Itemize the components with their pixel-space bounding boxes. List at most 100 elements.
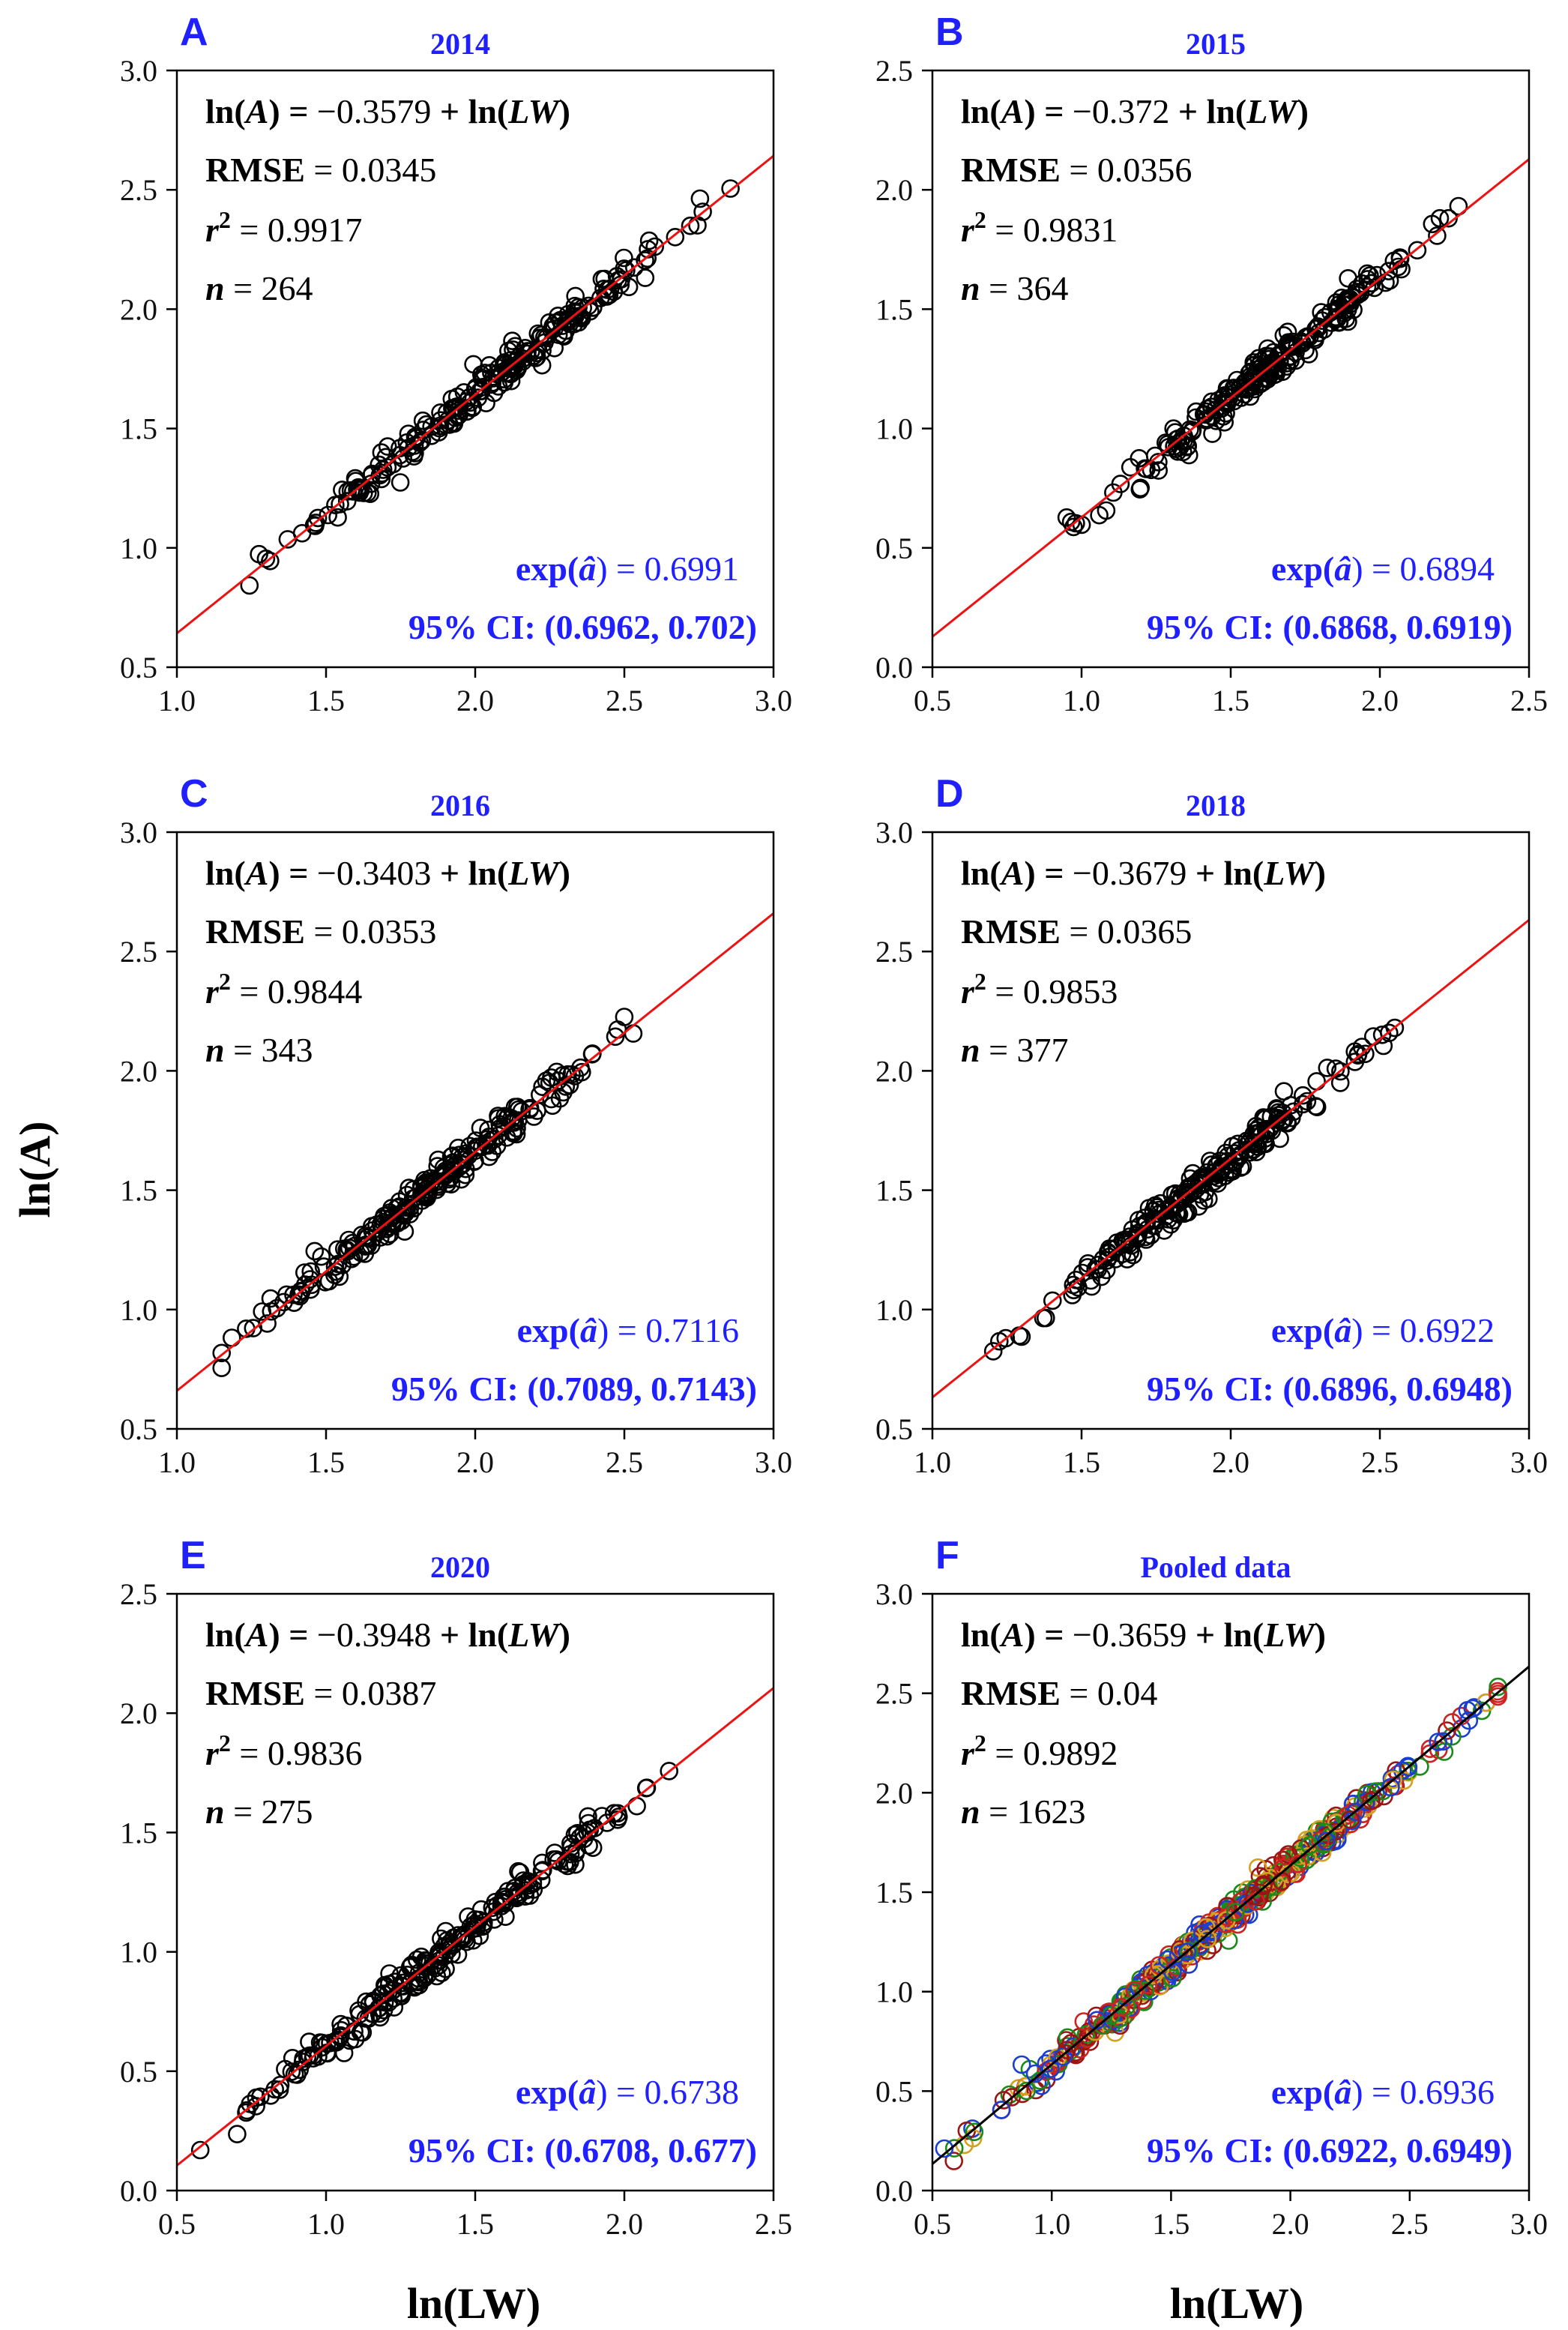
y-axis-title: ln(A) [10, 1122, 59, 1218]
equation-text: ln(A) = −0.3948 + ln(LW) [205, 1616, 570, 1654]
x-tick-label: 3.0 [1510, 2207, 1548, 2241]
data-point [1013, 2084, 1032, 2104]
fit-line [177, 912, 774, 1392]
y-tick-label: 1.5 [875, 1174, 913, 1208]
data-point [567, 1840, 586, 1860]
y-tick-label: 2.5 [120, 173, 157, 207]
y-tick-label: 2.0 [120, 1697, 157, 1730]
y-tick-label: 3.0 [875, 816, 913, 849]
n-text: n = 343 [205, 1031, 313, 1069]
data-point [639, 231, 659, 250]
data-point [244, 1319, 263, 1337]
ci-text: 95% CI: (0.6962, 0.702) [408, 608, 757, 646]
exp-a-text: exp(â) = 0.6991 [516, 550, 739, 588]
data-point [1384, 1770, 1402, 1789]
data-point [212, 1358, 232, 1377]
data-point [292, 523, 312, 543]
data-point [583, 1044, 602, 1063]
data-point [212, 1343, 232, 1363]
data-point [1082, 1277, 1101, 1296]
exp-a-text: exp(â) = 0.6922 [1271, 1311, 1495, 1349]
equation-text: ln(A) = −0.372 + ln(LW) [961, 92, 1309, 130]
data-point [450, 397, 469, 417]
data-point [346, 2029, 365, 2049]
data-point [247, 2097, 265, 2116]
data-point [1309, 317, 1327, 336]
fit-line [932, 918, 1529, 1399]
data-point [627, 1796, 646, 1816]
y-tick-label: 2.0 [875, 1776, 913, 1810]
data-point [1399, 1758, 1418, 1777]
y-tick-label: 0.5 [120, 651, 157, 684]
y-tick-label: 0.0 [875, 2174, 913, 2208]
x-tick-label: 0.5 [914, 684, 951, 717]
data-point [681, 216, 700, 235]
y-tick-label: 1.0 [120, 1936, 157, 1969]
y-tick-label: 2.5 [875, 54, 913, 88]
data-point [1428, 226, 1447, 245]
data-point [295, 1263, 314, 1282]
r-squared-text: r2 = 0.9917 [205, 206, 362, 249]
data-point [1270, 1862, 1289, 1882]
data-point [1274, 1082, 1294, 1101]
data-point [666, 227, 685, 247]
data-point [1094, 2016, 1112, 2035]
x-axis-title-right: ln(LW) [1170, 2279, 1303, 2328]
rmse-text: RMSE = 0.0345 [205, 151, 436, 189]
r-squared-text: r2 = 0.9844 [205, 968, 362, 1011]
equation-text: ln(A) = −0.3679 + ln(LW) [961, 854, 1326, 892]
data-point [292, 1282, 311, 1301]
data-point [1111, 475, 1130, 493]
r-squared-text: r2 = 0.9831 [961, 206, 1118, 249]
data-point [1207, 412, 1225, 430]
y-tick-label: 2.0 [875, 173, 913, 207]
n-text: n = 264 [205, 269, 313, 307]
data-point [1144, 1966, 1163, 1984]
data-point [619, 277, 639, 297]
panel-letter: F [935, 1534, 959, 1577]
data-point [337, 492, 357, 511]
data-point [566, 286, 585, 306]
data-point [312, 1247, 331, 1266]
data-point [274, 1292, 293, 1312]
data-point [289, 1285, 308, 1304]
data-point [240, 576, 259, 595]
data-point [1463, 1699, 1483, 1718]
data-point [1252, 1126, 1271, 1145]
x-tick-label: 2.0 [1361, 684, 1399, 717]
y-tick-label: 2.0 [875, 1054, 913, 1088]
y-tick-label: 1.5 [875, 292, 913, 326]
data-point [1198, 1930, 1217, 1948]
data-point [1390, 249, 1410, 268]
data-point [447, 387, 467, 406]
data-point [410, 433, 429, 453]
data-point [256, 549, 276, 568]
data-point [1379, 262, 1398, 281]
data-point [435, 1161, 455, 1181]
data-point [471, 1119, 490, 1137]
data-point [1076, 2025, 1096, 2044]
data-point [965, 2122, 984, 2142]
data-point [401, 1972, 420, 1992]
data-point [447, 1155, 465, 1174]
y-tick-label: 1.0 [875, 1975, 913, 2009]
data-point [461, 1917, 480, 1936]
data-point [1172, 1190, 1191, 1209]
x-tick-label: 0.5 [914, 2207, 951, 2241]
x-tick-label: 1.0 [1063, 684, 1100, 717]
data-point [1288, 1855, 1308, 1873]
y-tick-label: 1.0 [875, 1293, 913, 1327]
x-tick-label: 2.0 [1212, 1445, 1249, 1479]
data-point [1408, 241, 1427, 260]
data-point [1357, 264, 1377, 283]
data-point [1254, 1876, 1273, 1896]
panel-letter: C [180, 772, 208, 816]
x-tick-label: 1.0 [1033, 2207, 1070, 2241]
data-point [1165, 436, 1183, 456]
data-point [1100, 1247, 1118, 1266]
data-point [636, 1778, 656, 1798]
data-point [453, 1155, 472, 1174]
data-point [983, 1342, 1003, 1361]
data-point [560, 314, 579, 334]
